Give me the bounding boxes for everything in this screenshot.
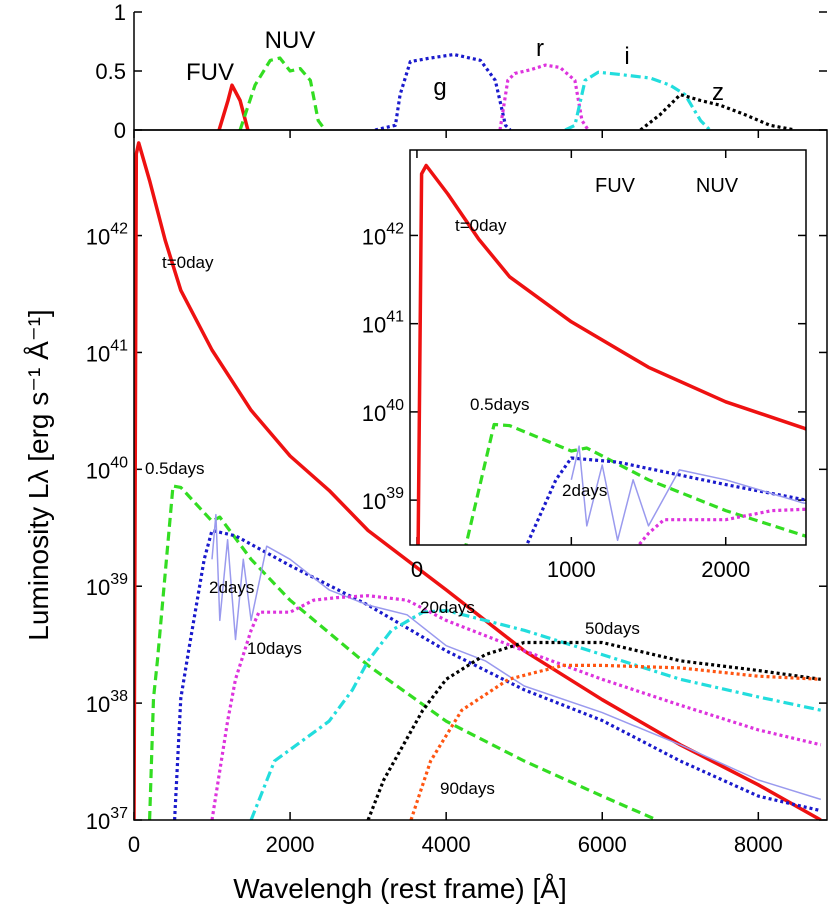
filter-label: i xyxy=(624,43,629,70)
series-label: 0.5days xyxy=(145,459,205,478)
y-tick-power: 42 xyxy=(110,221,128,238)
series-line xyxy=(173,528,822,820)
x-tick-label: 4000 xyxy=(422,832,471,857)
filter-label: NUV xyxy=(265,27,316,54)
y-tick-label: 1041 xyxy=(86,337,128,366)
x-axis-title: Wavelengh (rest frame) [Å] xyxy=(233,873,567,904)
y-tick-power: 40 xyxy=(386,397,404,414)
y-tick-base: 10 xyxy=(362,489,386,514)
series-label: t=0day xyxy=(455,216,507,235)
filter-label: g xyxy=(433,74,446,101)
series-label: 50days xyxy=(585,619,640,638)
y-tick-label: 1040 xyxy=(86,454,128,483)
series-label: 20days xyxy=(420,598,475,617)
x-tick-label: 8000 xyxy=(734,832,783,857)
series-line xyxy=(211,513,822,801)
series-label: 0.5days xyxy=(470,395,530,414)
series-label: 10days xyxy=(247,639,302,658)
series-label: 2days xyxy=(209,578,254,597)
y-tick-label: 1040 xyxy=(362,397,404,426)
series-label: t=0day xyxy=(162,253,214,272)
y-tick-base: 10 xyxy=(86,458,110,483)
series-line xyxy=(374,52,512,130)
series-line xyxy=(524,456,806,545)
y-tick-power: 41 xyxy=(110,337,128,354)
series-line xyxy=(148,484,658,820)
y-tick-label: 1042 xyxy=(362,220,404,249)
series-line xyxy=(564,70,712,130)
y-tick-label: 1041 xyxy=(362,309,404,338)
series-line xyxy=(498,63,590,130)
frame xyxy=(133,129,828,821)
y-tick-base: 10 xyxy=(86,809,110,834)
annotation: NUV xyxy=(696,175,739,197)
y-tick-power: 38 xyxy=(110,688,128,705)
y-tick-label: 1039 xyxy=(362,485,404,514)
y-tick-base: 10 xyxy=(86,575,110,600)
y-tick-power: 37 xyxy=(110,805,128,822)
y-tick-power: 40 xyxy=(110,454,128,471)
y-tick-base: 10 xyxy=(362,313,386,338)
y-tick-base: 10 xyxy=(362,224,386,249)
y-tick-base: 10 xyxy=(86,225,110,250)
series-line xyxy=(249,608,822,820)
y-tick-base: 10 xyxy=(86,341,110,366)
x-tick-label: 0 xyxy=(411,557,423,582)
series-line xyxy=(570,445,806,542)
x-tick-label: 2000 xyxy=(266,832,315,857)
plot-area xyxy=(134,141,822,820)
y-tick-label: 1038 xyxy=(86,688,128,717)
series-line xyxy=(217,83,250,130)
series-line xyxy=(409,663,821,820)
y-tick-base: 10 xyxy=(362,401,386,426)
x-tick-label: 2000 xyxy=(701,557,750,582)
y-tick-power: 39 xyxy=(386,485,404,502)
series-line xyxy=(416,163,806,545)
series-line xyxy=(210,594,822,820)
x-tick-label: 6000 xyxy=(578,832,627,857)
series-line xyxy=(366,640,822,820)
plot-area xyxy=(416,163,806,545)
y-axis-title: Luminosity Lλ [erg s⁻¹ Å⁻¹] xyxy=(23,309,54,640)
filter-label: FUV xyxy=(186,59,234,86)
y-tick-label: 1 xyxy=(114,0,126,25)
y-tick-base: 10 xyxy=(86,692,110,717)
y-tick-label: 1039 xyxy=(86,571,128,600)
annotation: FUV xyxy=(595,175,636,197)
y-tick-power: 42 xyxy=(386,220,404,237)
series-line xyxy=(464,422,806,545)
filter-label: z xyxy=(712,79,724,106)
filter-label: r xyxy=(536,35,544,62)
x-tick-label: 1000 xyxy=(547,557,596,582)
y-tick-power: 41 xyxy=(386,309,404,326)
series-line xyxy=(134,141,822,820)
y-tick-label: 1037 xyxy=(86,805,128,834)
plot-area xyxy=(217,52,796,130)
y-tick-label: 0 xyxy=(114,118,126,143)
y-tick-power: 39 xyxy=(110,571,128,588)
series-label: 90days xyxy=(440,779,495,798)
series-label: 2days xyxy=(562,481,607,500)
y-tick-label: 1042 xyxy=(86,221,128,250)
inset-frame xyxy=(409,149,807,546)
series-line xyxy=(639,93,796,130)
x-tick-label: 0 xyxy=(128,832,140,857)
inset-background xyxy=(410,150,806,545)
series-line xyxy=(238,56,327,130)
y-tick-label: 0.5 xyxy=(95,59,126,84)
